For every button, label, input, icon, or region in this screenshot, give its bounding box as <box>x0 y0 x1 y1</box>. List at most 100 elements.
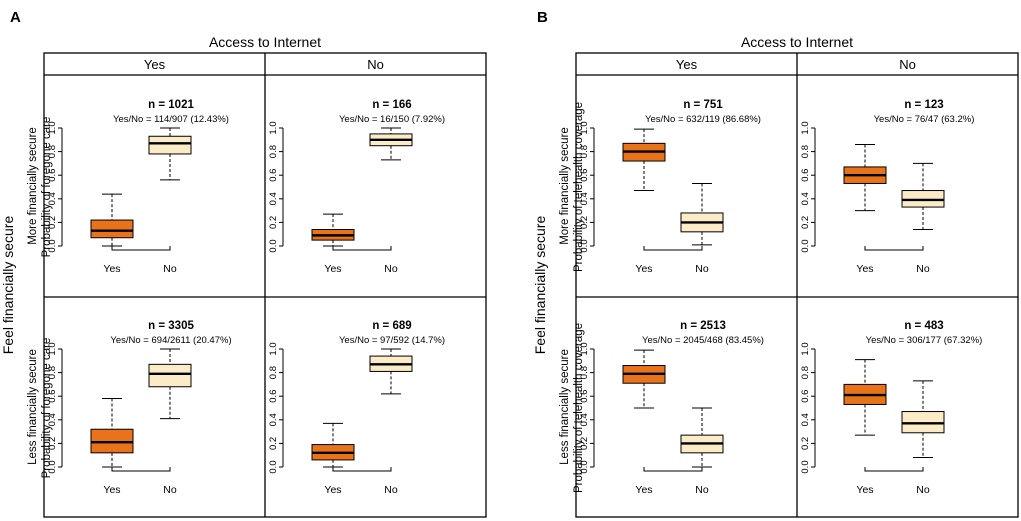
n-label: n = 123 <box>904 99 943 111</box>
y-tick-label: 0.0 <box>800 460 811 473</box>
cell-0-1: n = 166 Yes/No = 16/150 (7.92%) 0.0 0.2 0.4 0… <box>268 99 445 275</box>
column-group-header: Access to Internet <box>741 34 853 50</box>
category-label-no: No <box>695 263 709 275</box>
y-tick-label: 0.8 <box>268 366 279 379</box>
y-tick-label: 0.2 <box>800 216 811 229</box>
y-tick-label: 0.4 <box>47 192 58 205</box>
category-label-yes: Yes <box>103 484 120 496</box>
y-tick-label: 0.8 <box>579 145 590 158</box>
y-tick-label: 1.0 <box>268 121 279 134</box>
x-axis <box>332 467 392 472</box>
box-no: No <box>901 162 945 275</box>
y-tick-label: 0.0 <box>47 239 58 252</box>
yes-no-label: Yes/No = 16/150 (7.92%) <box>339 114 445 125</box>
y-tick-label: 0.6 <box>47 390 58 403</box>
x-axis <box>111 467 171 472</box>
y-tick-label: 0.2 <box>47 216 58 229</box>
y-tick-label: 0.4 <box>579 192 590 205</box>
n-label: n = 483 <box>904 320 943 332</box>
n-label: n = 166 <box>372 99 411 111</box>
y-tick-label: 0.2 <box>268 216 279 229</box>
y-tick-label: 0.6 <box>579 390 590 403</box>
box-yes: Yes <box>843 144 887 275</box>
cell-0-0: n = 1021 Yes/No = 114/907 (12.43%) 0.0 0.2 0… <box>41 99 229 275</box>
column-header-yes: Yes <box>144 57 166 72</box>
category-label-no: No <box>695 484 709 496</box>
x-axis <box>332 246 392 251</box>
column-header-no: No <box>899 57 916 72</box>
box-yes: Yes <box>90 398 134 496</box>
y-tick-label: 0.2 <box>579 437 590 450</box>
y-tick-label: 0.0 <box>268 239 279 252</box>
panel-b: B Access to Internet Yes No Feel financially… <box>532 9 1019 518</box>
category-label-yes: Yes <box>324 263 341 275</box>
y-tick-label: 1.0 <box>47 121 58 134</box>
box-yes: Yes <box>622 349 666 496</box>
y-tick-label: 0.8 <box>47 145 58 158</box>
y-tick-label: 0.6 <box>579 169 590 182</box>
yes-no-label: Yes/No = 114/907 (12.43%) <box>113 114 229 125</box>
y-tick-label: 0.2 <box>579 216 590 229</box>
yes-no-label: Yes/No = 694/2611 (20.47%) <box>110 335 231 346</box>
y-tick-label: 1.0 <box>800 342 811 355</box>
cell-1-1: n = 689 Yes/No = 97/592 (14.7%) 0.0 0.2 0.4 0… <box>268 320 445 496</box>
y-tick-label: 0.4 <box>800 192 811 205</box>
y-axis-label: Probability of foregone care <box>41 117 53 258</box>
category-label-yes: Yes <box>856 263 873 275</box>
category-label-no: No <box>384 484 398 496</box>
y-tick-label: 1.0 <box>579 121 590 134</box>
y-tick-label: 0.2 <box>268 437 279 450</box>
cell-1-1: n = 483 Yes/No = 306/177 (67.32%) 0.0 0.2 0.… <box>800 320 982 496</box>
y-tick-label: 0.6 <box>268 169 279 182</box>
y-tick-label: 0.8 <box>800 145 811 158</box>
box-yes: Yes <box>843 359 887 496</box>
y-tick-label: 0.2 <box>800 437 811 450</box>
y-tick-label: 0.8 <box>800 366 811 379</box>
y-axis-label: Probability of telehealth coverage <box>573 323 585 493</box>
cell-1-0: n = 2513 Yes/No = 2045/468 (83.45%) 0.0 0.2… <box>573 320 764 496</box>
yes-no-label: Yes/No = 97/592 (14.7%) <box>339 335 445 346</box>
y-tick-label: 0.0 <box>47 460 58 473</box>
y-tick-label: 0.8 <box>579 366 590 379</box>
box-no: No <box>369 348 413 496</box>
cell-0-1: n = 123 Yes/No = 76/47 (63.2%) 0.0 0.2 0.4 0.… <box>800 99 974 275</box>
y-tick-label: 0.2 <box>47 437 58 450</box>
y-tick-label: 0.6 <box>800 390 811 403</box>
category-label-yes: Yes <box>324 484 341 496</box>
box-no: No <box>148 127 192 275</box>
category-label-no: No <box>916 484 930 496</box>
yes-no-label: Yes/No = 76/47 (63.2%) <box>874 114 975 125</box>
n-label: n = 2513 <box>680 320 726 332</box>
box-yes: Yes <box>311 213 355 275</box>
x-axis <box>643 246 703 251</box>
y-tick-label: 1.0 <box>579 342 590 355</box>
column-header-yes: Yes <box>676 57 698 72</box>
y-tick-label: 0.8 <box>268 145 279 158</box>
y-tick-label: 0.4 <box>579 413 590 426</box>
box-no: No <box>901 380 945 496</box>
x-axis <box>864 467 924 472</box>
box-yes: Yes <box>90 193 134 275</box>
box-yes: Yes <box>311 422 355 496</box>
row-label: Less financially secure <box>27 349 39 465</box>
yes-no-label: Yes/No = 2045/468 (83.45%) <box>642 335 764 346</box>
category-label-yes: Yes <box>635 263 652 275</box>
box-no: No <box>680 407 724 496</box>
box-no: No <box>369 127 413 275</box>
column-header-no: No <box>367 57 384 72</box>
y-tick-label: 0.6 <box>47 169 58 182</box>
x-axis <box>864 246 924 251</box>
row-group-header: Feel financially secure <box>532 216 548 355</box>
cell-0-0: n = 751 Yes/No = 632/119 (86.68%) 0.0 0.2 0.… <box>573 99 761 275</box>
n-label: n = 689 <box>372 320 411 332</box>
box-body <box>148 135 192 155</box>
box-no: No <box>148 348 192 496</box>
y-axis-label: Probability of telehealth coverage <box>573 102 585 272</box>
y-tick-label: 0.4 <box>268 413 279 426</box>
box-body <box>90 219 134 239</box>
category-label-no: No <box>163 263 177 275</box>
yes-no-label: Yes/No = 632/119 (86.68%) <box>645 114 761 125</box>
box-yes: Yes <box>622 128 666 275</box>
category-label-yes: Yes <box>856 484 873 496</box>
